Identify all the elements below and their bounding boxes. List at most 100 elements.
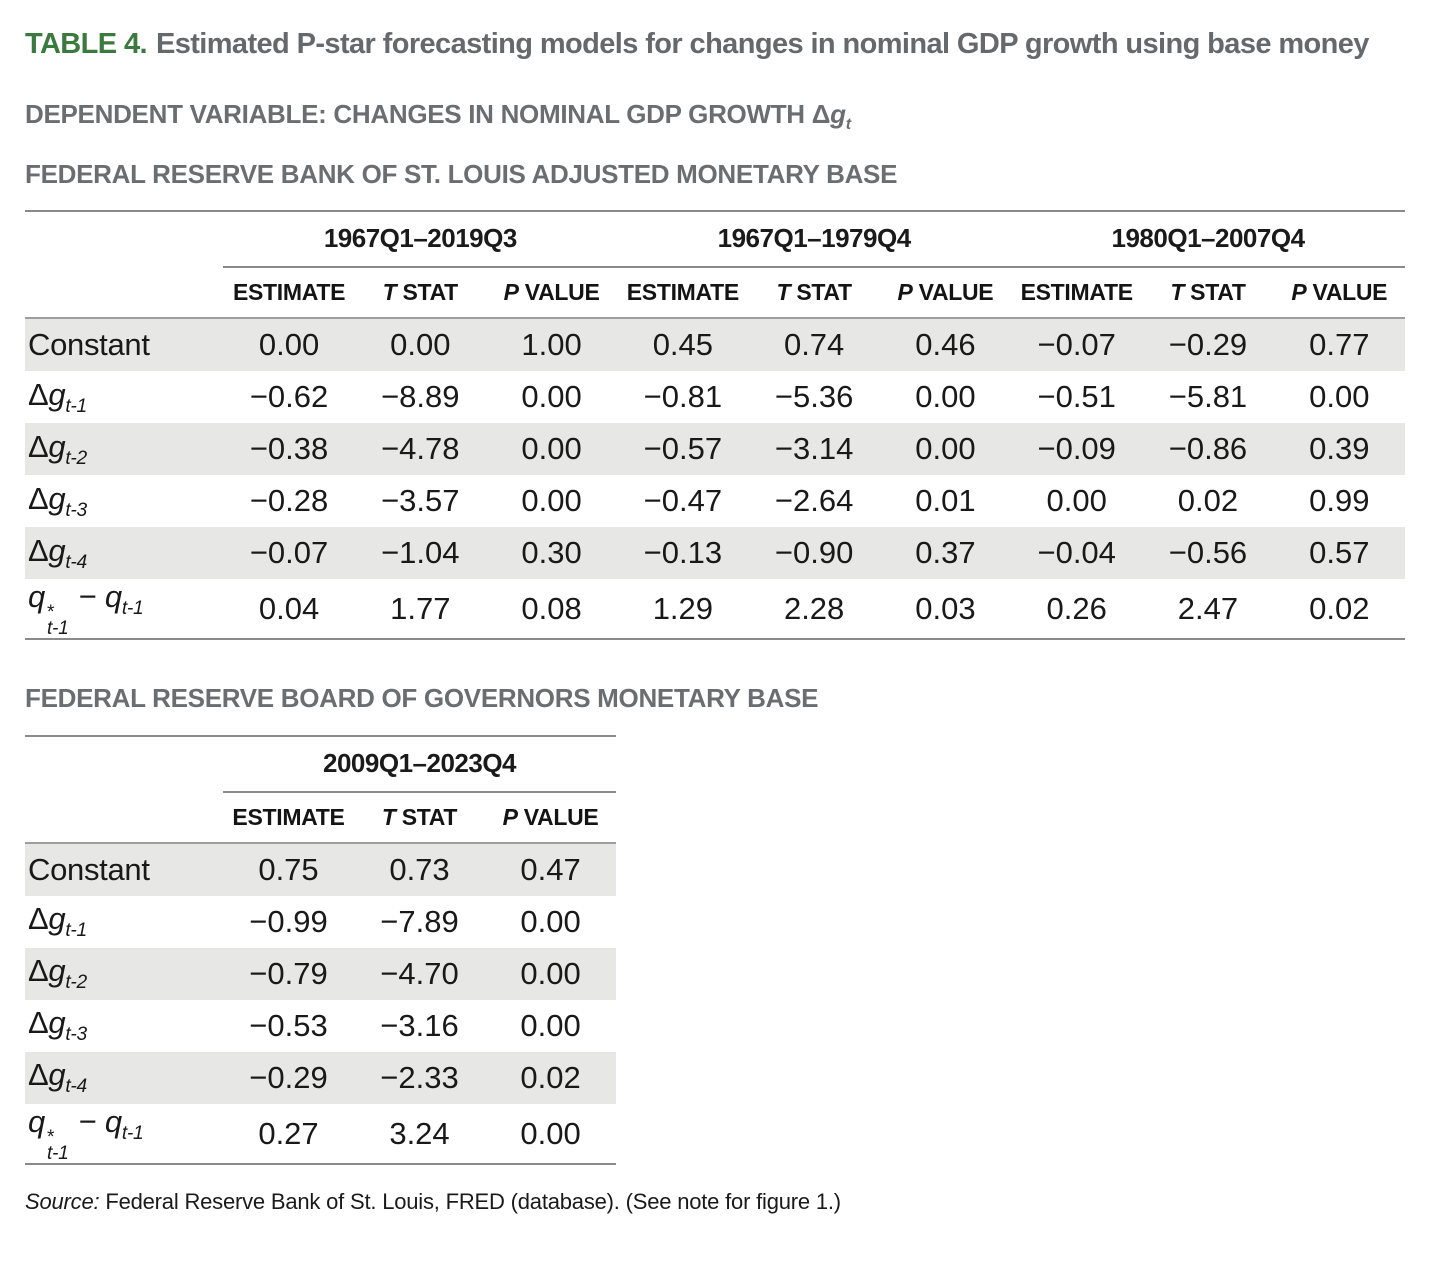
- cell-value: −0.38: [249, 431, 329, 467]
- board-of-governors-table: 2009Q1–2023Q4 ESTIMATE T STAT P VALUE Co…: [25, 735, 617, 1166]
- source-label: Source:: [25, 1189, 100, 1215]
- cell-value: 0.57: [1309, 535, 1370, 571]
- table-row: Δgt-3 −0.53 −3.16 0.00: [25, 1000, 616, 1052]
- cell-value: 0.00: [485, 1104, 617, 1166]
- cell-value: −5.36: [774, 379, 854, 415]
- cell-value: −0.79: [249, 956, 328, 992]
- cell-value: 0.03: [879, 579, 1012, 641]
- cell-value: 0.00: [520, 956, 581, 992]
- table-row: Δgt-2 −0.38 −4.78 0.00 −0.57 −3.14 0.00 −0.09 −0…: [25, 423, 1405, 476]
- row-label: Δgt-1: [28, 376, 87, 417]
- cell-value: −0.53: [249, 1008, 328, 1044]
- sample-period-row: 2009Q1–2023Q4: [25, 736, 617, 794]
- g-variable: g: [830, 98, 846, 129]
- cell-value: −0.47: [643, 483, 723, 519]
- cell-value: 0.99: [1309, 483, 1370, 519]
- table-number-label: TABLE 4.: [25, 28, 148, 60]
- cell-value: 1.77: [354, 579, 486, 641]
- cell-value: 0.00: [390, 327, 451, 363]
- cell-value: 0.26: [1011, 579, 1143, 641]
- table-row: Δgt-1 −0.62 −8.89 0.00 −0.81 −5.36 0.00 −0.51 −5…: [25, 371, 1405, 423]
- cell-value: −0.29: [1168, 327, 1248, 363]
- section-heading-board-of-governors: FEDERAL RESERVE BOARD OF GOVERNORS MONET…: [25, 683, 819, 714]
- cell-value: −8.89: [381, 379, 460, 415]
- cell-value: 0.04: [223, 579, 355, 641]
- page-title: TABLE 4. Estimated P-star forecasting mod…: [25, 26, 1405, 64]
- column-header: ESTIMATE: [223, 792, 354, 845]
- source-note: Source: Federal Reserve Bank of St. Loui…: [25, 1189, 1415, 1215]
- t-subscript: t: [845, 114, 851, 133]
- row-label: Δgt-4: [28, 532, 87, 573]
- column-header: T STAT: [354, 792, 485, 845]
- period-header: 1967Q1–2019Q3: [223, 211, 618, 269]
- cell-value: 0.08: [485, 579, 618, 641]
- row-label: Constant: [28, 327, 150, 363]
- cell-value: −4.78: [381, 431, 460, 467]
- cell-value: 0.39: [1309, 431, 1370, 467]
- cell-value: −1.04: [381, 535, 460, 571]
- cell-value: 0.00: [521, 483, 582, 519]
- row-label: Δgt-1: [28, 901, 87, 942]
- row-label: Δgt-3: [28, 1005, 87, 1046]
- cell-value: −0.90: [774, 535, 854, 571]
- table-4-page: TABLE 4. Estimated P-star forecasting mod…: [25, 26, 1415, 1215]
- table-row: Δgt-1 −0.99 −7.89 0.00: [25, 896, 616, 948]
- cell-value: 0.02: [1273, 579, 1405, 641]
- st-louis-table-body: Constant 0.00 0.00 1.00 0.45 0.74 0.46 −0.07 −0.…: [25, 318, 1405, 641]
- cell-value: −0.81: [643, 379, 723, 415]
- cell-value: 0.47: [520, 852, 581, 888]
- st-louis-table: 1967Q1–2019Q3 1967Q1–1979Q4 1980Q1–2007Q…: [25, 210, 1405, 641]
- cell-value: −0.86: [1168, 431, 1248, 467]
- cell-value: −0.99: [249, 904, 328, 940]
- cell-value: −0.13: [643, 535, 723, 571]
- table-row: q * t-1 − qt-1 0.27 3.24 0.00: [25, 1104, 617, 1166]
- column-header: P VALUE: [485, 267, 618, 320]
- cell-value: −0.07: [249, 535, 329, 571]
- cell-value: 0.02: [1177, 483, 1239, 519]
- column-header-row: ESTIMATE T STAT P VALUE: [25, 792, 617, 845]
- cell-value: −7.89: [380, 904, 459, 940]
- cell-value: 0.00: [258, 327, 320, 363]
- cell-value: 0.73: [389, 852, 450, 888]
- column-header-row: ESTIMATE T STAT P VALUE ESTIMATE T STAT …: [25, 267, 1405, 320]
- row-label: Δgt-3: [28, 480, 87, 521]
- cell-value: −0.51: [1037, 379, 1116, 415]
- sample-period-row: 1967Q1–2019Q3 1967Q1–1979Q4 1980Q1–2007Q…: [25, 211, 1405, 269]
- column-header: P VALUE: [879, 267, 1012, 320]
- delta-glyph: Δ: [811, 98, 831, 129]
- cell-value: −5.81: [1168, 379, 1248, 415]
- empty-corner-cell: [25, 211, 223, 267]
- empty-corner-cell: [25, 792, 223, 845]
- row-label: q * t-1 − qt-1: [25, 1104, 223, 1166]
- dependent-variable-line: DEPENDENT VARIABLE: CHANGES IN NOMINAL G…: [25, 98, 1415, 134]
- delta-g-symbol: Δgt: [811, 98, 851, 132]
- table-row: q * t-1 − qt-1 0.04 1.77 0.08 1.29 2.28 0.03 0.26…: [25, 579, 1405, 641]
- section-heading-st-louis: FEDERAL RESERVE BANK OF ST. LOUIS ADJUST…: [25, 158, 898, 189]
- row-label: Constant: [28, 852, 150, 888]
- cell-value: −0.28: [249, 483, 329, 519]
- source-text: Federal Reserve Bank of St. Louis, FRED …: [99, 1189, 841, 1215]
- cell-value: 2.28: [748, 579, 880, 641]
- cell-value: 0.00: [521, 379, 582, 415]
- cell-value: −0.29: [249, 1060, 328, 1096]
- cell-value: −3.57: [381, 483, 460, 519]
- column-header: T STAT: [748, 267, 880, 320]
- period-header: 2009Q1–2023Q4: [223, 736, 617, 794]
- cell-value: −0.56: [1168, 535, 1248, 571]
- period-header: 1980Q1–2007Q4: [1011, 211, 1405, 269]
- cell-value: 0.00: [521, 431, 582, 467]
- table-row: Δgt-3 −0.28 −3.57 0.00 −0.47 −2.64 0.01 0.00 0.0…: [25, 475, 1405, 527]
- dependent-variable-text: DEPENDENT VARIABLE: CHANGES IN NOMINAL G…: [25, 98, 812, 129]
- cell-value: 0.00: [915, 431, 976, 467]
- cell-value: 0.01: [915, 483, 976, 519]
- cell-value: 0.00: [520, 904, 581, 940]
- table-row: Δgt-4 −0.29 −2.33 0.02: [25, 1052, 617, 1105]
- cell-value: 0.27: [223, 1104, 354, 1166]
- cell-value: 0.75: [258, 852, 319, 888]
- column-header: ESTIMATE: [1011, 267, 1143, 320]
- cell-value: 0.02: [520, 1060, 581, 1096]
- cell-value: 0.00: [1046, 483, 1107, 519]
- table-title-text: Estimated P-star forecasting models for …: [155, 28, 1369, 60]
- cell-value: 2.47: [1142, 579, 1274, 641]
- cell-value: 0.00: [915, 379, 976, 415]
